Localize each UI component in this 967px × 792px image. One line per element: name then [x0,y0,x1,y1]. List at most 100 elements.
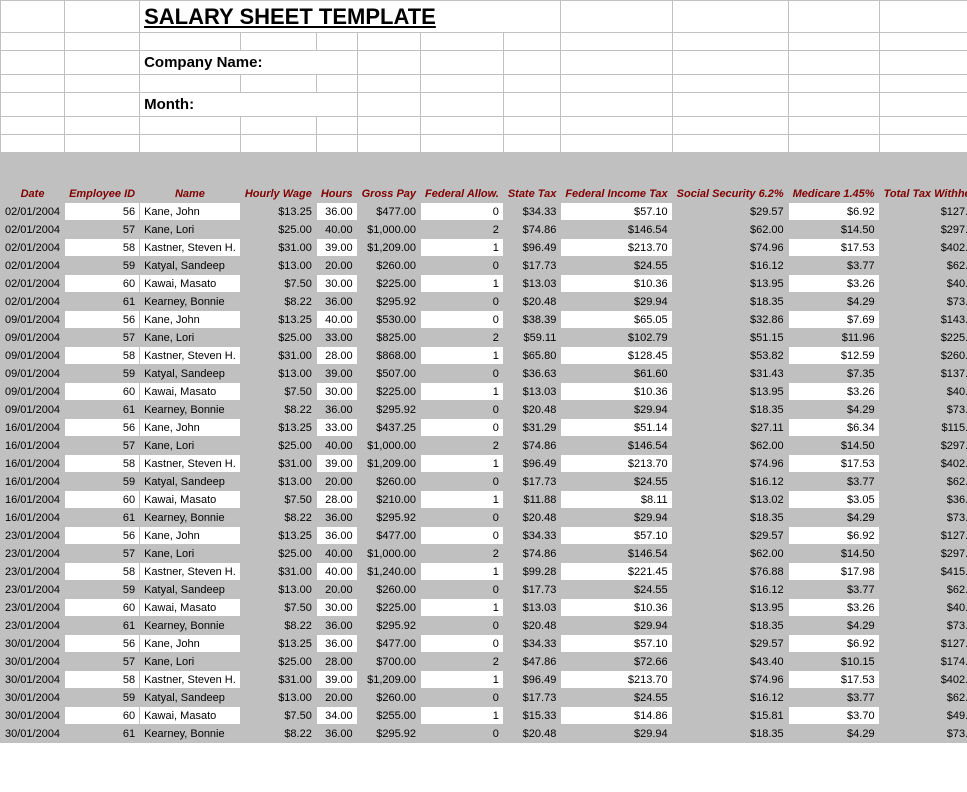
blank-cell [561,117,672,135]
cell-gross: $210.00 [357,491,420,509]
cell-wage: $7.50 [240,383,316,401]
cell-fit: $24.55 [561,581,672,599]
cell-date: 02/01/2004 [1,275,65,293]
cell-gross: $1,209.00 [357,239,420,257]
cell-stax: $34.33 [503,203,561,221]
cell-empid: 57 [65,653,140,671]
blank-cell [421,51,504,75]
cell-allow: 0 [421,311,504,329]
cell-ss: $16.12 [672,473,788,491]
cell-twh: $40.60 [879,275,967,293]
table-row: 30/01/200456Kane, John$13.2536.00$477.00… [1,635,967,653]
cell-date: 16/01/2004 [1,455,65,473]
cell-wage: $13.00 [240,365,316,383]
cell-empid: 58 [65,671,140,689]
table-row: 16/01/200458Kastner, Steven H.$31.0039.0… [1,455,967,473]
cell-med: $3.26 [788,275,879,293]
cell-med: $7.35 [788,365,879,383]
cell-empid: 56 [65,311,140,329]
blank-cell [503,75,561,93]
cell-empid: 60 [65,599,140,617]
cell-med: $6.34 [788,419,879,437]
cell-name: Kane, John [140,203,241,221]
blank-cell [879,135,967,153]
cell-wage: $13.25 [240,527,316,545]
cell-gross: $295.92 [357,617,420,635]
blank-cell [879,1,967,33]
cell-wage: $13.25 [240,419,316,437]
cell-hours: 36.00 [316,617,357,635]
table-row: 09/01/200460Kawai, Masato$7.5030.00$225.… [1,383,967,401]
blank-cell [503,93,561,117]
cell-ss: $74.96 [672,455,788,473]
cell-gross: $295.92 [357,401,420,419]
cell-twh: $127.92 [879,527,967,545]
blank-cell [879,75,967,93]
cell-fit: $57.10 [561,203,672,221]
cell-date: 09/01/2004 [1,383,65,401]
cell-date: 16/01/2004 [1,473,65,491]
col-header-med: Medicare 1.45% [788,153,879,203]
cell-hours: 40.00 [316,311,357,329]
cell-date: 30/01/2004 [1,635,65,653]
cell-fit: $24.55 [561,257,672,275]
cell-fit: $29.94 [561,617,672,635]
cell-med: $14.50 [788,545,879,563]
blank-cell [672,75,788,93]
cell-wage: $8.22 [240,725,316,743]
blank-cell [672,135,788,153]
cell-name: Kastner, Steven H. [140,239,241,257]
table-row: 23/01/200457Kane, Lori$25.0040.00$1,000.… [1,545,967,563]
cell-ss: $18.35 [672,293,788,311]
blank-cell [421,33,504,51]
cell-stax: $13.03 [503,599,561,617]
cell-twh: $73.05 [879,401,967,419]
cell-twh: $137.01 [879,365,967,383]
col-header-ss: Social Security 6.2% [672,153,788,203]
cell-allow: 0 [421,635,504,653]
blank-cell [879,33,967,51]
cell-stax: $20.48 [503,401,561,419]
cell-hours: 39.00 [316,365,357,383]
table-row: 16/01/200459Katyal, Sandeep$13.0020.00$2… [1,473,967,491]
cell-twh: $297.90 [879,545,967,563]
cell-twh: $225.01 [879,329,967,347]
cell-hours: 30.00 [316,383,357,401]
cell-med: $17.53 [788,671,879,689]
cell-twh: $127.92 [879,635,967,653]
cell-date: 02/01/2004 [1,239,65,257]
table-row: 09/01/200457Kane, Lori$25.0033.00$825.00… [1,329,967,347]
cell-hours: 20.00 [316,257,357,275]
table-row: 02/01/200459Katyal, Sandeep$13.0020.00$2… [1,257,967,275]
cell-allow: 0 [421,365,504,383]
cell-fit: $146.54 [561,221,672,239]
blank-cell [421,117,504,135]
cell-allow: 1 [421,599,504,617]
cell-wage: $31.00 [240,455,316,473]
cell-name: Kastner, Steven H. [140,563,241,581]
blank-cell [65,33,140,51]
cell-twh: $73.05 [879,293,967,311]
cell-stax: $13.03 [503,275,561,293]
cell-name: Kane, John [140,419,241,437]
blank-cell [503,33,561,51]
cell-twh: $40.60 [879,383,967,401]
cell-ss: $76.88 [672,563,788,581]
cell-fit: $61.60 [561,365,672,383]
cell-wage: $8.22 [240,293,316,311]
cell-empid: 59 [65,473,140,491]
cell-gross: $260.00 [357,581,420,599]
cell-date: 16/01/2004 [1,419,65,437]
cell-name: Kawai, Masato [140,491,241,509]
cell-name: Kastner, Steven H. [140,671,241,689]
cell-fit: $24.55 [561,689,672,707]
cell-twh: $297.90 [879,437,967,455]
cell-allow: 0 [421,689,504,707]
blank-cell [1,93,65,117]
blank-cell [357,75,420,93]
cell-empid: 61 [65,401,140,419]
blank-cell [240,33,316,51]
blank-cell [1,117,65,135]
table-row: 02/01/200457Kane, Lori$25.0040.00$1,000.… [1,221,967,239]
cell-empid: 59 [65,365,140,383]
